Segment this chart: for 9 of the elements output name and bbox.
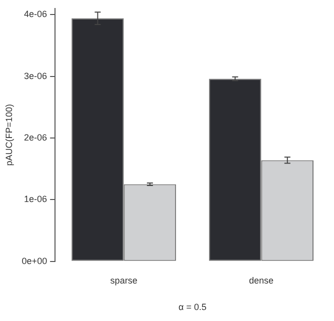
y-tick-label: 4e-06 bbox=[24, 9, 48, 20]
y-tick-label: 1e-06 bbox=[24, 194, 48, 204]
x-axis-title: α = 0.5 bbox=[178, 302, 207, 312]
y-tick-label: 3e-06 bbox=[24, 70, 48, 81]
y-tick-label: 2e-06 bbox=[24, 132, 48, 142]
y-axis-title: pAUC(FP=100) bbox=[4, 104, 14, 166]
y-tick-label: 0e+00 bbox=[22, 256, 48, 266]
x-tick-label: sparse bbox=[110, 275, 138, 286]
x-tick-label: dense bbox=[249, 275, 274, 286]
